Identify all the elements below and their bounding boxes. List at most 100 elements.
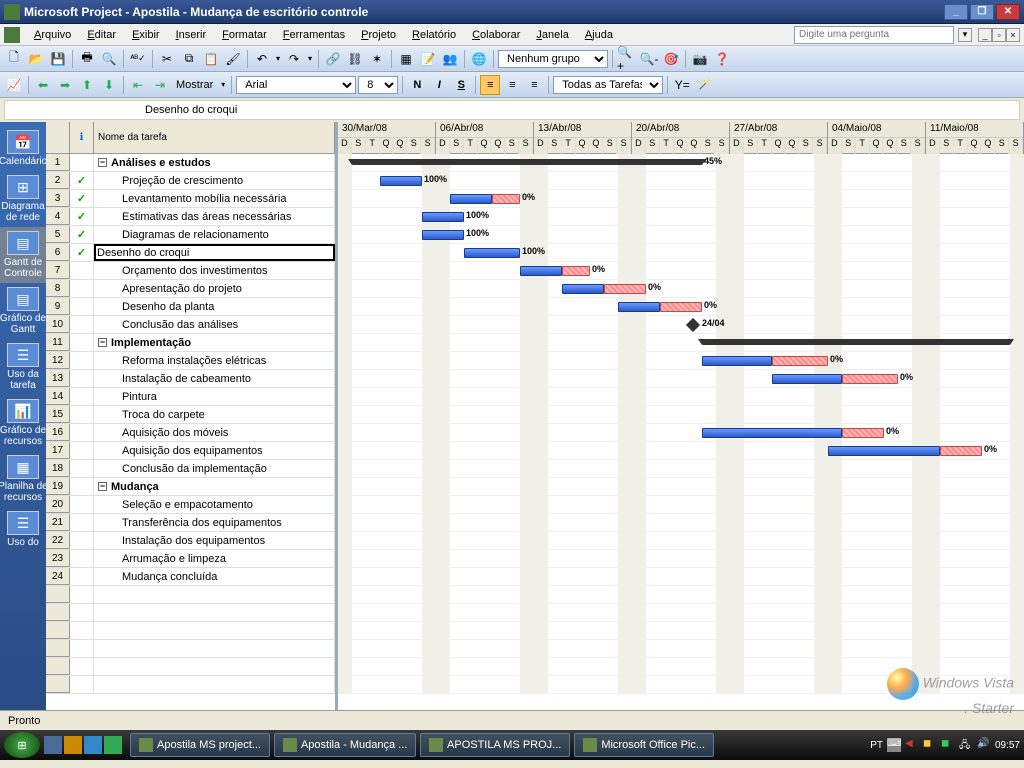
row-number[interactable]: 13: [46, 370, 70, 387]
row-number[interactable]: 14: [46, 388, 70, 405]
collapse-icon[interactable]: −: [98, 158, 107, 167]
task-name-cell[interactable]: Transferência dos equipamentos: [94, 514, 335, 531]
gantt-bar-blue[interactable]: [702, 428, 842, 438]
taskbar-button[interactable]: Apostila - Mudança ...: [274, 733, 416, 757]
nav-next-icon[interactable]: ➡: [55, 75, 75, 95]
table-row[interactable]: 24Mudança concluída: [46, 568, 335, 586]
menu-projeto[interactable]: Projeto: [353, 27, 404, 43]
quick-launch-icon[interactable]: [84, 736, 102, 754]
table-row[interactable]: [46, 622, 335, 640]
view-gráfico-de-gantt[interactable]: ▤Gráfico de Gantt: [0, 283, 46, 339]
tray-icon[interactable]: ◀: [905, 738, 919, 752]
row-number[interactable]: 11: [46, 334, 70, 351]
table-row[interactable]: 16Aquisição dos móveis: [46, 424, 335, 442]
task-name-cell[interactable]: [94, 586, 335, 603]
menu-inserir[interactable]: Inserir: [168, 27, 215, 43]
redo-dropdown-icon[interactable]: ▾: [306, 54, 314, 63]
task-name-cell[interactable]: −Análises e estudos: [94, 154, 335, 171]
redo-icon[interactable]: ↷: [284, 49, 304, 69]
row-number[interactable]: 22: [46, 532, 70, 549]
view-gráfico-de-recursos[interactable]: 📊Gráfico de recursos: [0, 395, 46, 451]
table-row[interactable]: 12Reforma instalações elétricas: [46, 352, 335, 370]
goto-task-icon[interactable]: 🎯: [661, 49, 681, 69]
nav-down-icon[interactable]: ⬇: [99, 75, 119, 95]
task-name-cell[interactable]: Conclusão das análises: [94, 316, 335, 333]
nav-prev-icon[interactable]: ⬅: [33, 75, 53, 95]
autofilter-icon[interactable]: Y=: [672, 75, 692, 95]
gantt-bar-blue[interactable]: [772, 374, 842, 384]
task-name-cell[interactable]: −Mudança: [94, 478, 335, 495]
gantt-bar-red[interactable]: [660, 302, 702, 312]
taskbar-button[interactable]: Apostila MS project...: [130, 733, 270, 757]
open-icon[interactable]: 📂: [26, 49, 46, 69]
fontsize-combo[interactable]: 8: [358, 76, 398, 94]
gantt-chart[interactable]: 30/Mar/08DSTQQSS06/Abr/08DSTQQSS13/Abr/0…: [338, 122, 1024, 710]
row-number[interactable]: [46, 676, 70, 693]
gantt-bar-blue[interactable]: [562, 284, 604, 294]
table-row[interactable]: 6✓Desenho do croqui: [46, 244, 335, 262]
table-row[interactable]: [46, 640, 335, 658]
task-name-cell[interactable]: −Implementação: [94, 334, 335, 351]
italic-button[interactable]: I: [429, 75, 449, 95]
menu-formatar[interactable]: Formatar: [214, 27, 275, 43]
group-combo[interactable]: Nenhum grupo: [498, 50, 608, 68]
table-row[interactable]: 3✓Levantamento mobília necessária: [46, 190, 335, 208]
tray-network-icon[interactable]: 🖧: [959, 738, 973, 752]
print-preview-icon[interactable]: 🔍: [99, 49, 119, 69]
nav-up-icon[interactable]: ⬆: [77, 75, 97, 95]
show-button[interactable]: Mostrar: [172, 79, 217, 91]
undo-dropdown-icon[interactable]: ▾: [274, 54, 282, 63]
indent-icon[interactable]: ⇥: [150, 75, 170, 95]
new-icon[interactable]: 🗋: [4, 49, 24, 69]
row-number[interactable]: 1: [46, 154, 70, 171]
table-row[interactable]: 2✓Projeção de crescimento: [46, 172, 335, 190]
publish-icon[interactable]: 🌐: [469, 49, 489, 69]
row-number[interactable]: 9: [46, 298, 70, 315]
tray-icon[interactable]: ◼: [941, 738, 955, 752]
gantt-bar-red[interactable]: [842, 374, 898, 384]
task-info-icon[interactable]: ▦: [396, 49, 416, 69]
link-icon[interactable]: 🔗: [323, 49, 343, 69]
tray-volume-icon[interactable]: 🔊: [977, 738, 991, 752]
mdi-minimize-button[interactable]: _: [978, 28, 992, 42]
close-button[interactable]: ✕: [996, 4, 1020, 20]
row-number[interactable]: 18: [46, 460, 70, 477]
row-number[interactable]: 8: [46, 280, 70, 297]
row-number[interactable]: 6: [46, 244, 70, 261]
table-row[interactable]: 14Pintura: [46, 388, 335, 406]
task-name-cell[interactable]: Estimativas das áreas necessárias: [94, 208, 335, 225]
view-planilha-de-recursos[interactable]: ▦Planilha de recursos: [0, 451, 46, 507]
task-name-cell[interactable]: Reforma instalações elétricas: [94, 352, 335, 369]
undo-icon[interactable]: ↶: [252, 49, 272, 69]
assign-resources-icon[interactable]: 👥: [440, 49, 460, 69]
bold-button[interactable]: N: [407, 75, 427, 95]
gantt-bar-red[interactable]: [604, 284, 646, 294]
paste-icon[interactable]: 📋: [201, 49, 221, 69]
table-row[interactable]: 4✓Estimativas das áreas necessárias: [46, 208, 335, 226]
menu-arquivo[interactable]: Arquivo: [26, 27, 79, 43]
task-name-cell[interactable]: Desenho do croqui: [94, 244, 335, 261]
view-uso-do[interactable]: ☰Uso do: [0, 507, 46, 552]
row-number[interactable]: 4: [46, 208, 70, 225]
menu-relatório[interactable]: Relatório: [404, 27, 464, 43]
name-column-header[interactable]: Nome da tarefa: [94, 122, 335, 153]
help-search-input[interactable]: [794, 26, 954, 44]
task-name-cell[interactable]: Arrumação e limpeza: [94, 550, 335, 567]
quick-launch-icon[interactable]: [44, 736, 62, 754]
row-number[interactable]: 7: [46, 262, 70, 279]
table-row[interactable]: [46, 658, 335, 676]
project-stats-icon[interactable]: 📈: [4, 75, 24, 95]
row-number[interactable]: 10: [46, 316, 70, 333]
row-number[interactable]: [46, 640, 70, 657]
task-name-cell[interactable]: Mudança concluída: [94, 568, 335, 585]
taskbar-button[interactable]: Microsoft Office Pic...: [574, 733, 714, 757]
align-left-button[interactable]: ≡: [480, 75, 500, 95]
taskbar-button[interactable]: APOSTILA MS PROJ...: [420, 733, 570, 757]
task-name-cell[interactable]: [94, 640, 335, 657]
gantt-wizard-icon[interactable]: 🪄: [694, 75, 714, 95]
spellcheck-icon[interactable]: ᴬᴮ✓: [128, 49, 148, 69]
start-button[interactable]: ⊞: [4, 732, 40, 758]
task-name-cell[interactable]: Aquisição dos equipamentos: [94, 442, 335, 459]
table-row[interactable]: 20Seleção e empacotamento: [46, 496, 335, 514]
table-row[interactable]: 23Arrumação e limpeza: [46, 550, 335, 568]
